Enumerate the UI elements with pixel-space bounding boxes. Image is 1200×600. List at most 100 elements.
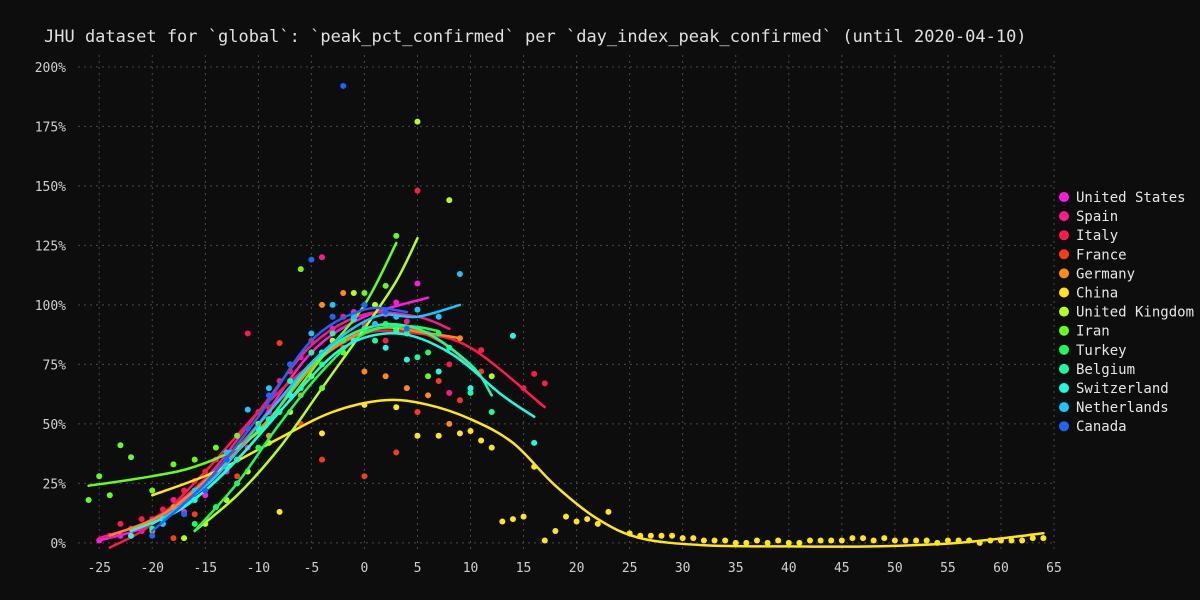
legend-label: Switzerland	[1076, 381, 1169, 397]
data-point	[191, 520, 198, 527]
legend-item-italy: Italy	[1059, 228, 1118, 244]
data-point	[573, 518, 580, 525]
trend-line	[97, 311, 451, 540]
data-point	[679, 535, 686, 542]
legend-label: Belgium	[1076, 362, 1135, 378]
x-tick-label: -20	[141, 561, 164, 576]
data-point	[361, 301, 368, 308]
data-point	[902, 537, 909, 544]
trend-line	[193, 236, 419, 533]
legend-marker	[1059, 230, 1069, 241]
data-point	[414, 280, 421, 287]
data-point	[361, 473, 368, 480]
legend-marker	[1059, 344, 1069, 355]
data-point	[796, 539, 803, 546]
y-tick-label: 125%	[35, 239, 66, 254]
data-point	[1029, 535, 1036, 542]
data-point	[753, 537, 760, 544]
data-point	[467, 428, 474, 435]
y-tick-label: 200%	[35, 61, 66, 76]
legend-label: United Kingdom	[1076, 305, 1194, 321]
data-point	[319, 385, 325, 392]
data-point	[764, 539, 771, 546]
data-point	[202, 487, 209, 494]
data-point	[287, 378, 294, 385]
legend-marker	[1059, 325, 1069, 336]
data-point	[85, 497, 92, 504]
x-tick-label: 50	[887, 561, 903, 576]
data-point	[350, 289, 357, 296]
data-point	[308, 349, 315, 356]
trend-line	[151, 398, 1045, 548]
data-point	[913, 537, 920, 544]
legend-item-spain: Spain	[1059, 209, 1118, 225]
data-point	[743, 539, 750, 546]
data-point	[775, 537, 782, 544]
data-point	[414, 408, 421, 415]
data-point	[478, 347, 485, 354]
legend-marker	[1059, 383, 1069, 393]
data-point	[393, 404, 400, 411]
legend-label: Spain	[1076, 209, 1118, 225]
data-point	[382, 337, 389, 344]
data-point	[838, 537, 845, 544]
data-point	[722, 537, 729, 544]
legend-label: Netherlands	[1076, 400, 1169, 416]
data-point	[881, 535, 888, 542]
data-point	[711, 537, 718, 544]
data-point	[446, 361, 453, 368]
data-point	[425, 373, 432, 380]
legend-label: France	[1076, 247, 1127, 263]
data-point	[849, 535, 856, 542]
x-tick-label: 45	[834, 561, 850, 576]
legend-item-germany: Germany	[1059, 266, 1135, 282]
data-point	[393, 232, 400, 239]
data-point	[700, 537, 707, 544]
data-point	[361, 368, 368, 375]
plot-area	[85, 82, 1047, 549]
data-point	[563, 513, 569, 520]
data-point	[435, 313, 442, 320]
data-point	[488, 444, 495, 451]
y-tick-label: 0%	[50, 537, 66, 552]
x-axis: -25 -20 -15 -10 -5 0 5 10 15 20 25 30 35 40 45 50 55 60 65	[87, 561, 1061, 576]
data-point	[414, 118, 421, 125]
series-canada	[149, 82, 410, 539]
data-point	[159, 506, 166, 513]
data-point	[488, 373, 495, 380]
x-tick-label: 0	[361, 561, 369, 576]
data-point	[96, 473, 103, 480]
data-point	[181, 535, 188, 542]
y-tick-label: 75%	[43, 358, 67, 373]
data-point	[223, 449, 230, 456]
data-point	[382, 282, 389, 289]
data-point	[509, 332, 516, 339]
x-tick-label: -25	[87, 561, 110, 576]
data-point	[212, 444, 219, 451]
legend-item-france: France	[1059, 247, 1127, 263]
data-point	[361, 289, 368, 296]
data-point	[329, 330, 336, 337]
legend-item-united-kingdom: United Kingdom	[1059, 305, 1194, 321]
legend-item-iran: Iran	[1059, 324, 1110, 340]
legend-item-switzerland: Switzerland	[1059, 381, 1169, 397]
trend-line	[129, 332, 536, 533]
data-point	[382, 344, 389, 351]
y-tick-label: 50%	[43, 418, 67, 433]
x-tick-label: 65	[1046, 561, 1062, 576]
data-point	[531, 439, 538, 446]
data-point	[319, 301, 325, 308]
trend-line	[161, 303, 462, 521]
data-point	[414, 187, 421, 194]
data-point	[414, 306, 421, 313]
data-point	[403, 385, 410, 392]
data-point	[181, 511, 188, 518]
data-point	[170, 461, 177, 468]
data-point	[605, 508, 612, 515]
series-china	[151, 398, 1047, 548]
data-point	[149, 487, 156, 494]
data-point	[1040, 535, 1047, 542]
data-point	[414, 354, 421, 361]
data-point	[202, 492, 209, 499]
data-point	[393, 299, 400, 306]
